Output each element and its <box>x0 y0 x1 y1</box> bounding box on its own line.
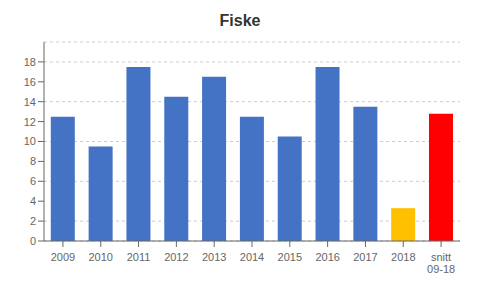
svg-text:6: 6 <box>30 175 36 187</box>
svg-text:2016: 2016 <box>315 251 339 263</box>
svg-text:2017: 2017 <box>353 251 377 263</box>
svg-text:10: 10 <box>24 135 36 147</box>
svg-text:2: 2 <box>30 215 36 227</box>
svg-text:2013: 2013 <box>202 251 226 263</box>
svg-text:4: 4 <box>30 195 36 207</box>
svg-text:2009: 2009 <box>51 251 75 263</box>
svg-text:2010: 2010 <box>88 251 112 263</box>
svg-text:2012: 2012 <box>164 251 188 263</box>
svg-text:2014: 2014 <box>240 251 264 263</box>
svg-text:2011: 2011 <box>127 251 151 263</box>
svg-text:0: 0 <box>30 235 36 247</box>
svg-text:snitt09-18: snitt09-18 <box>427 251 455 275</box>
html-text:Fiske: Fiske <box>219 12 261 29</box>
svg-text:16: 16 <box>24 76 36 88</box>
svg-text:18: 18 <box>24 56 36 68</box>
svg-text:8: 8 <box>30 155 36 167</box>
svg-text:2015: 2015 <box>278 251 302 263</box>
svg-text:14: 14 <box>24 96 36 108</box>
svg-text:2018: 2018 <box>391 251 415 263</box>
svg-text:12: 12 <box>24 116 36 128</box>
